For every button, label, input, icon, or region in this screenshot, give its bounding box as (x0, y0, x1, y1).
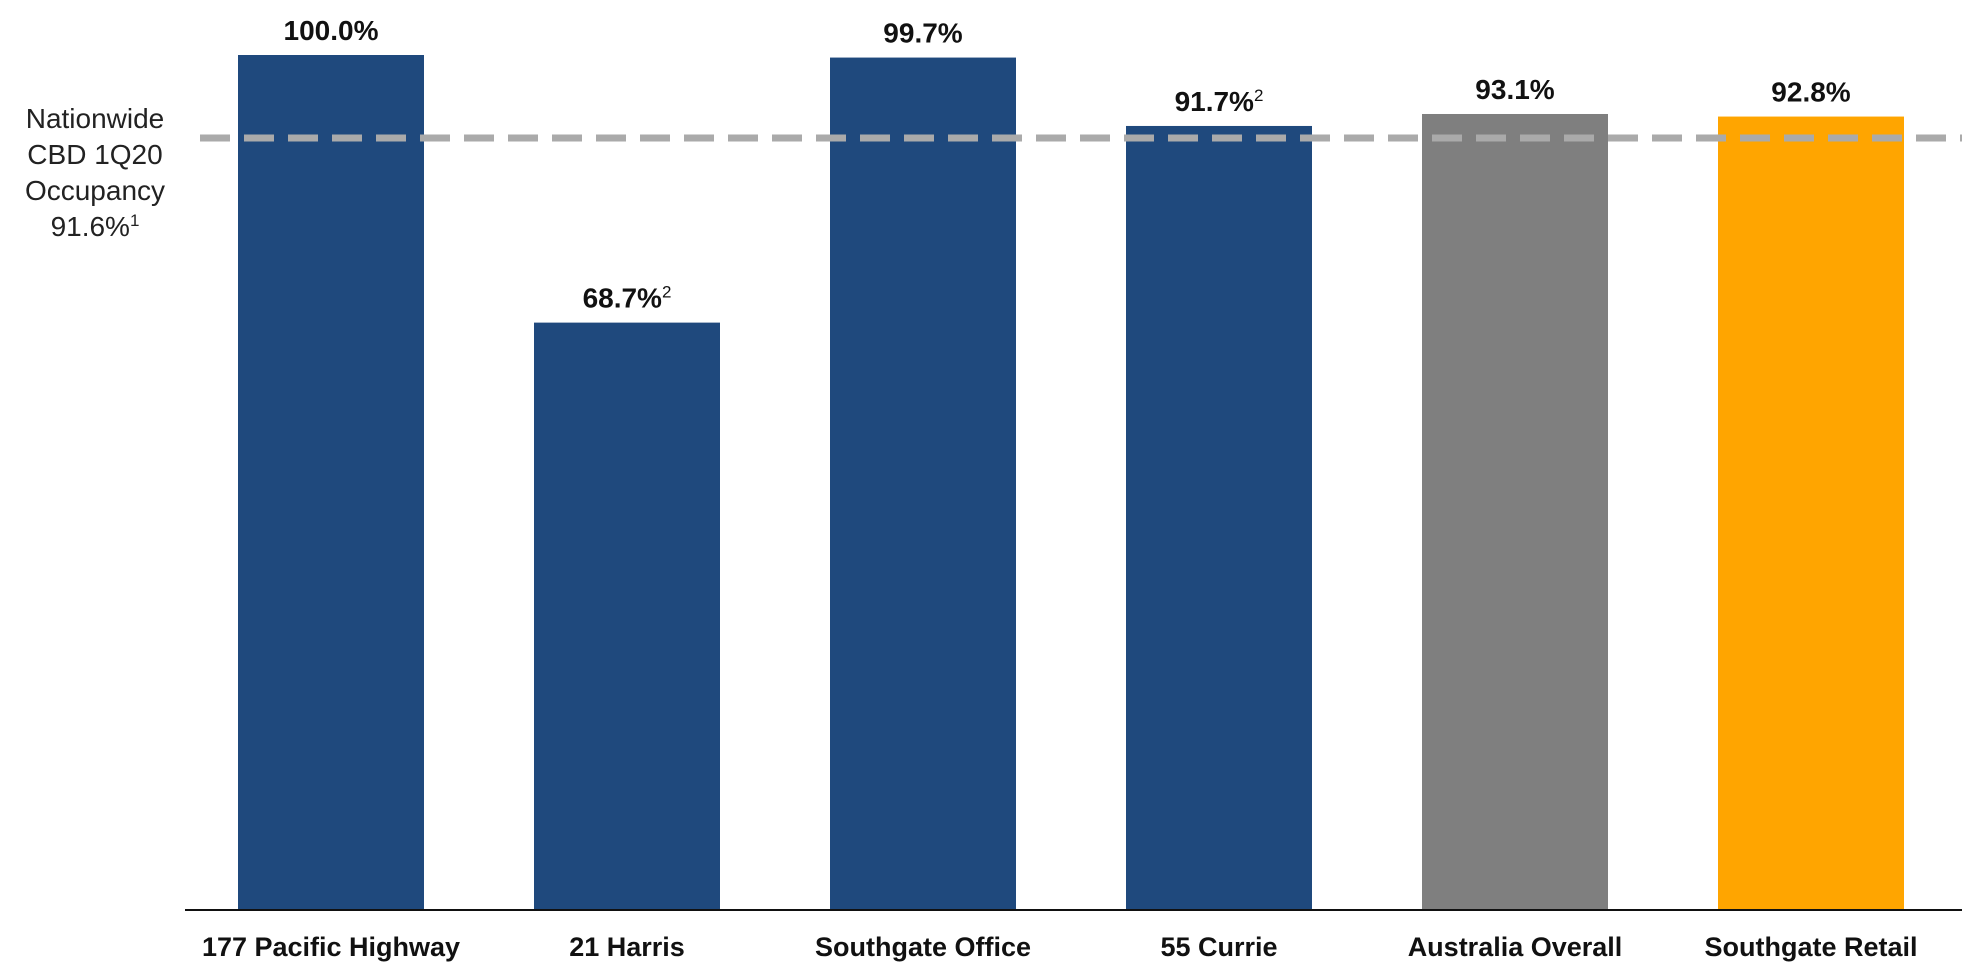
data-label-5: 92.8% (1771, 77, 1850, 108)
reference-line-label: Nationwide CBD 1Q20 Occupancy 91.6%1 (25, 103, 165, 242)
data-label-1: 68.7%2 (583, 283, 672, 314)
data-label-0: 100.0% (284, 15, 379, 46)
bar-labels-group: 100.0% 68.7%2 99.7% 91.7%2 93.1% 92.8% (284, 15, 1851, 314)
category-label-5: Southgate Retail (1704, 932, 1917, 962)
bar-3 (1126, 125, 1312, 911)
category-label-2: Southgate Office (815, 932, 1031, 962)
category-label-0: 177 Pacific Highway (202, 932, 460, 962)
data-label-2: 99.7% (883, 18, 962, 49)
bar-1 (534, 322, 720, 910)
category-label-1: 21 Harris (569, 932, 685, 962)
bar-4 (1422, 113, 1608, 911)
data-label-4: 93.1% (1475, 74, 1554, 105)
bar-2 (830, 57, 1016, 910)
category-label-3: 55 Currie (1160, 932, 1277, 962)
bar-0 (238, 55, 424, 910)
category-labels-group: 177 Pacific Highway 21 Harris Southgate Of… (202, 932, 1918, 962)
category-label-4: Australia Overall (1408, 932, 1623, 962)
bars-group (238, 55, 1904, 911)
bar-5 (1718, 116, 1904, 910)
data-label-3: 91.7%2 (1175, 86, 1264, 117)
